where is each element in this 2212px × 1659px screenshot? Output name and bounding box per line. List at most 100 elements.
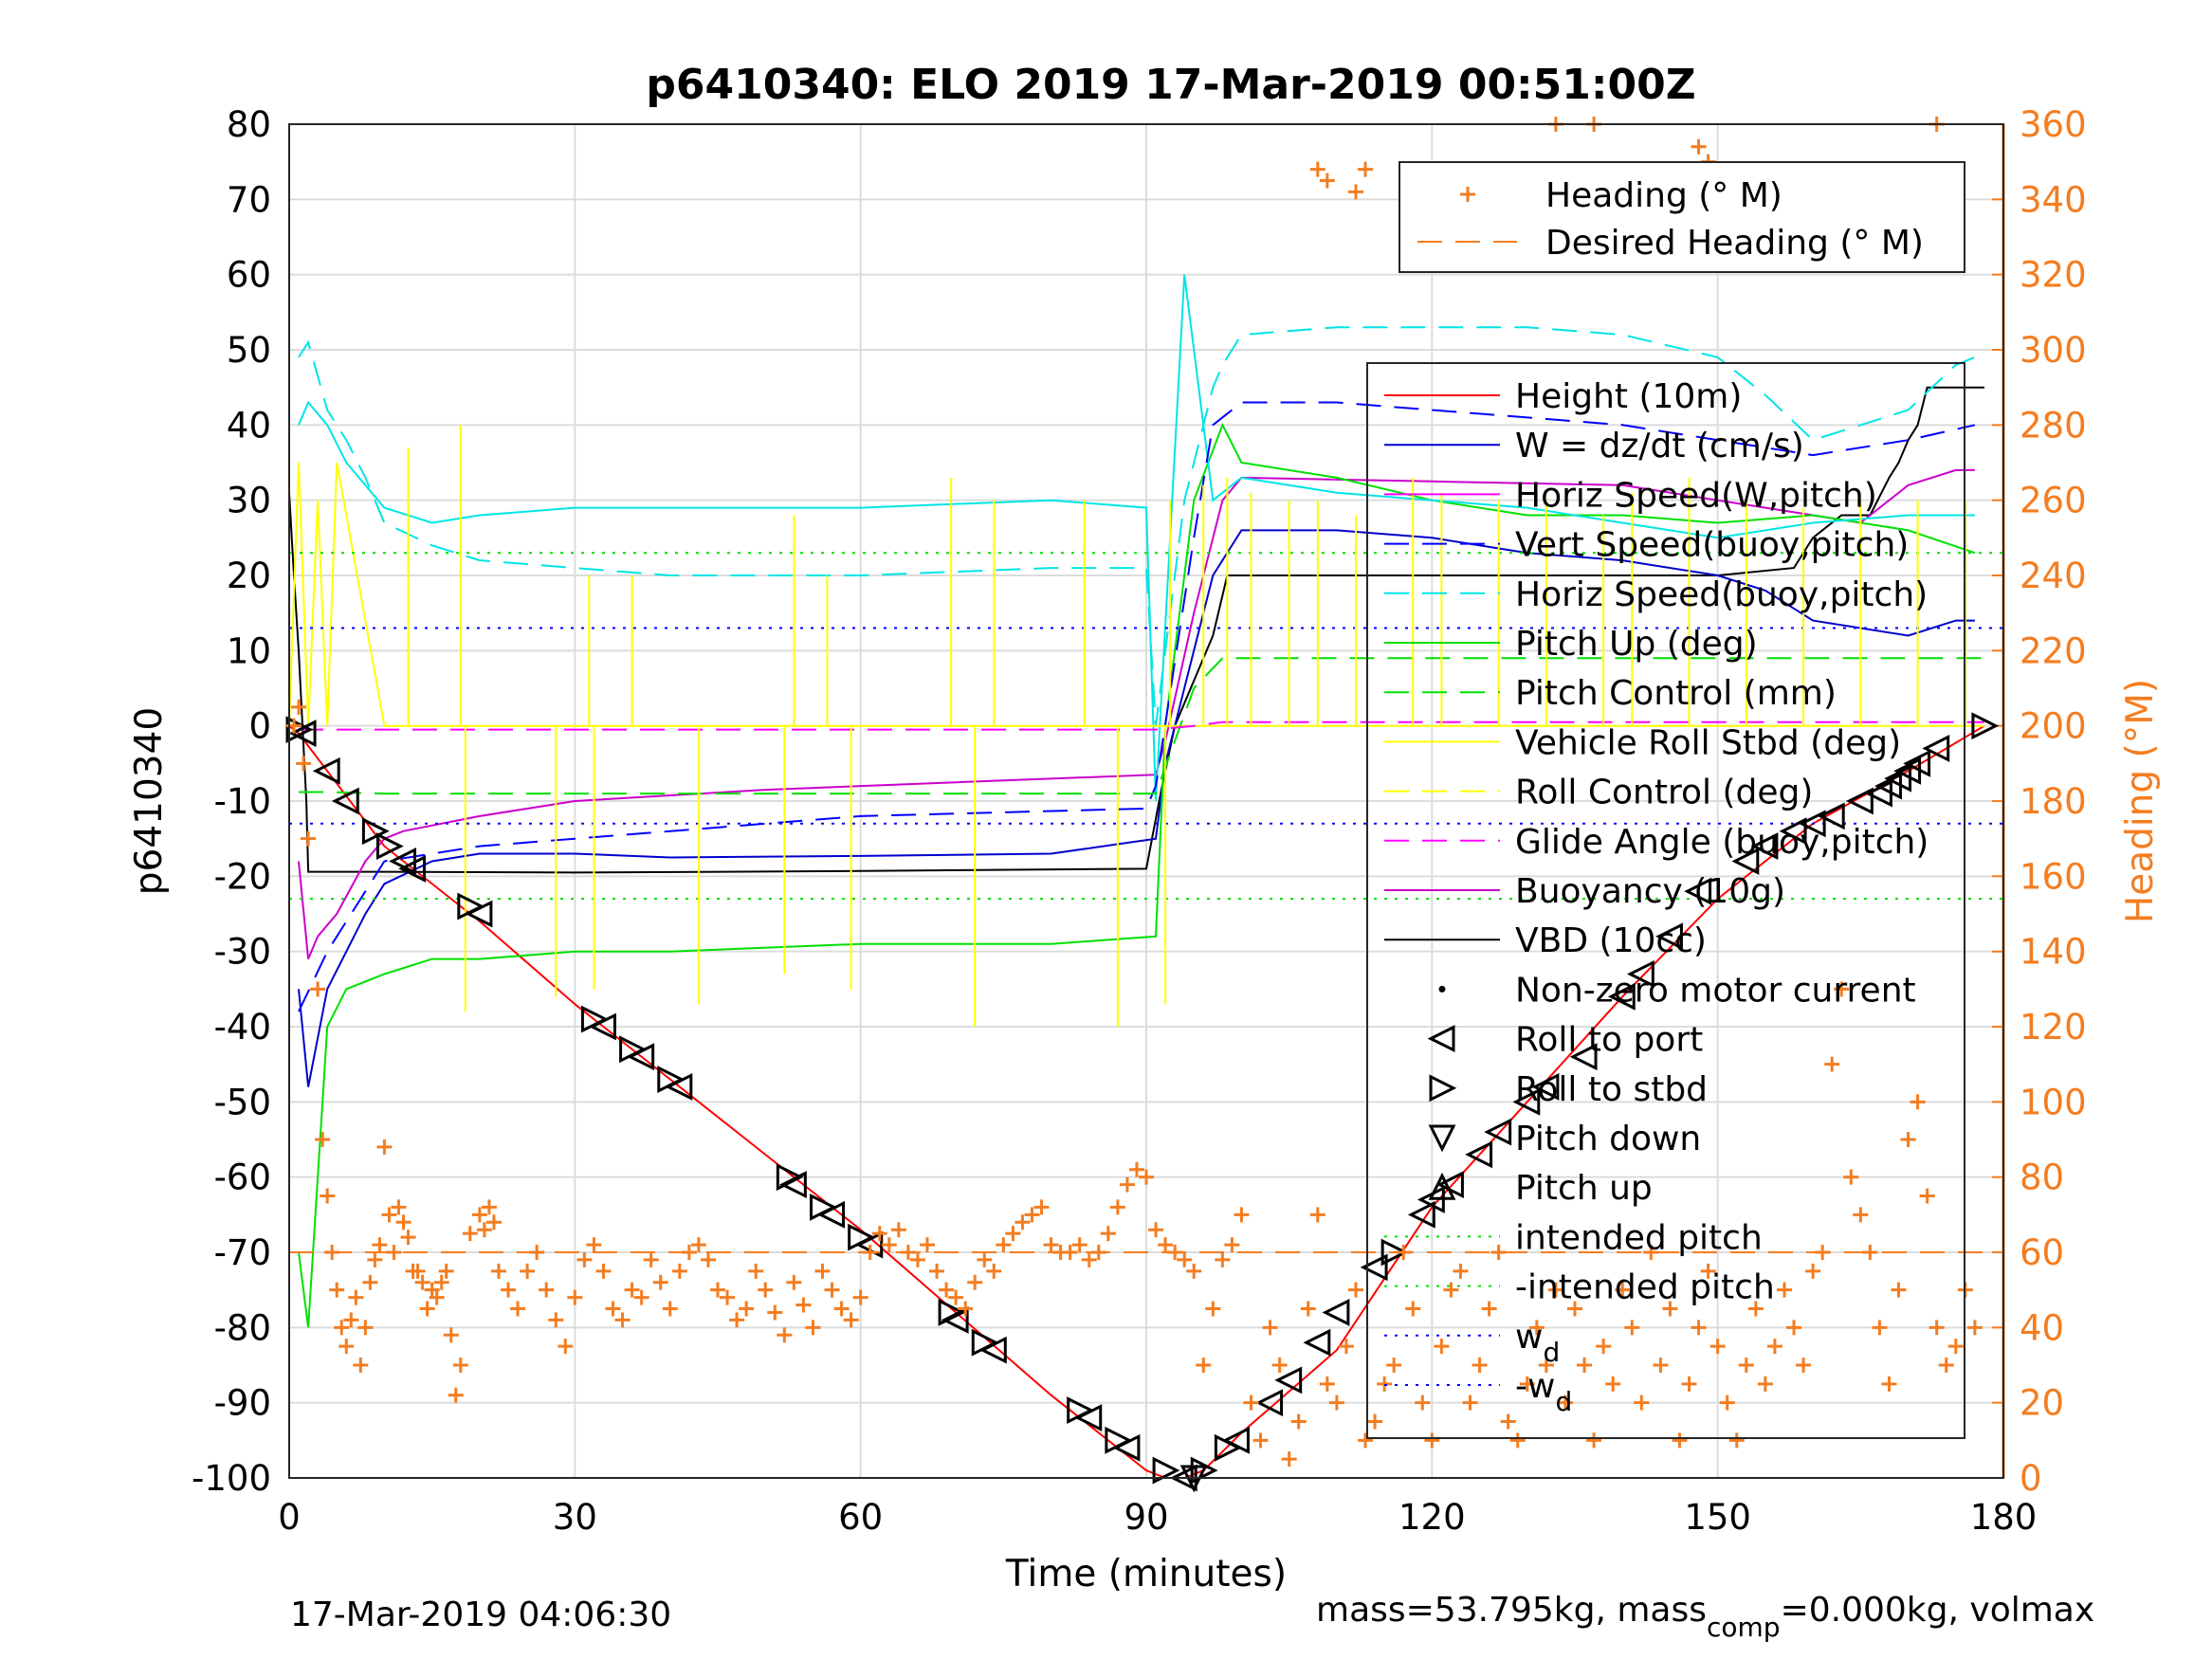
heading-point — [353, 1358, 369, 1373]
heading-point — [1396, 1245, 1412, 1260]
roll-marker — [398, 854, 427, 883]
heading-point — [1672, 1432, 1688, 1449]
heading-point — [739, 1301, 755, 1317]
heading-point — [862, 1245, 878, 1260]
heading-point — [1358, 1432, 1374, 1449]
series-line-10 — [299, 720, 1984, 731]
heading-point — [1290, 1413, 1307, 1430]
heading-point — [1358, 161, 1374, 177]
heading-point — [1319, 1376, 1335, 1392]
y-right-tick-label: 240 — [2020, 556, 2087, 596]
roll-marker — [1190, 1456, 1218, 1485]
heading-point — [1700, 1263, 1716, 1279]
y-right-tick-label: 160 — [2020, 856, 2087, 897]
footer-mass-post: =0.000kg, volmax — [1781, 1591, 2095, 1630]
heading-point — [1196, 1358, 1212, 1373]
heading-point — [529, 1245, 545, 1260]
series-line-0 — [288, 724, 1985, 1479]
y-right-tick-label: 320 — [2020, 255, 2087, 296]
heading-point — [633, 1289, 649, 1305]
heading-point — [767, 1304, 783, 1321]
y-right-tick-label: 80 — [2020, 1158, 2064, 1198]
heading-point — [462, 1226, 478, 1242]
heading-point — [1900, 1132, 1916, 1147]
roll-marker — [1222, 1426, 1250, 1454]
legend-swatch — [1428, 1124, 1456, 1153]
heading-point — [381, 1207, 397, 1223]
legend-label: Vehicle Roll Stbd (deg) — [1515, 723, 1901, 762]
series-line-4 — [298, 422, 1976, 1328]
heading-point — [1586, 1432, 1602, 1449]
y-right-tick-label: 260 — [2020, 481, 2087, 521]
roll-marker — [1971, 712, 2000, 740]
heading-point — [1766, 1339, 1782, 1355]
series-line-7 — [298, 401, 1976, 1012]
heading-point — [929, 1263, 945, 1279]
heading-point — [586, 1237, 602, 1253]
heading-point — [357, 1320, 374, 1336]
heading-point — [429, 1289, 445, 1305]
heading-point — [481, 1199, 497, 1215]
heading-point — [1805, 1263, 1821, 1279]
heading-point — [814, 1263, 831, 1279]
legend-label: -intended pitch — [1515, 1268, 1775, 1307]
heading-point — [362, 1274, 378, 1290]
heading-point — [1643, 1245, 1659, 1260]
heading-point — [567, 1289, 583, 1305]
legend-top: Heading (° M) Desired Heading (° M) — [1398, 161, 1965, 273]
y-axis-label: p6410340 — [128, 707, 171, 895]
heading-point — [433, 1274, 449, 1290]
roll-marker — [1074, 1404, 1103, 1431]
roll-marker — [1380, 1238, 1409, 1267]
heading-point — [710, 1282, 725, 1298]
heading-point — [438, 1263, 454, 1279]
heading-point — [1815, 1245, 1831, 1260]
legend-label: Buoyancy (10g) — [1515, 872, 1785, 911]
heading-point — [748, 1263, 764, 1279]
roll-marker — [331, 787, 359, 815]
heading-point — [338, 1339, 355, 1355]
y-tick-label: 50 — [227, 330, 271, 371]
heading-point — [1205, 1301, 1221, 1317]
roll-marker — [1731, 848, 1760, 875]
legend-label: Non-zero motor current — [1515, 971, 1916, 1010]
heading-point — [1090, 1245, 1106, 1260]
roll-marker — [1255, 1389, 1284, 1417]
heading-point — [576, 1251, 593, 1267]
roll-marker — [465, 900, 493, 928]
roll-marker — [817, 1200, 846, 1229]
heading-point — [1405, 1301, 1421, 1317]
heading-point — [296, 756, 312, 772]
y-right-tick-label: 360 — [2020, 104, 2087, 145]
heading-point — [958, 1301, 974, 1317]
heading-point — [539, 1282, 555, 1298]
heading-point — [1215, 1251, 1231, 1267]
heading-point — [1853, 1207, 1869, 1223]
roll-marker — [1798, 810, 1826, 838]
y-tick-label: 30 — [227, 481, 271, 521]
heading-point — [1747, 1301, 1764, 1317]
heading-point — [1281, 1451, 1297, 1468]
heading-point — [624, 1282, 640, 1298]
heading-point — [1577, 1358, 1593, 1373]
roll-marker — [1922, 735, 1950, 762]
heading-point — [681, 1245, 697, 1260]
heading-point — [1224, 1237, 1240, 1253]
roll-marker — [361, 817, 390, 846]
heading-point — [1519, 1376, 1535, 1392]
heading-point — [1328, 1395, 1344, 1411]
roll-marker — [1779, 817, 1807, 846]
heading-point — [614, 1312, 631, 1328]
roll-marker — [1845, 787, 1874, 815]
heading-point — [1119, 1176, 1135, 1193]
heading-point — [900, 1245, 916, 1260]
roll-marker — [1152, 1456, 1180, 1485]
heading-point — [1386, 1358, 1402, 1373]
heading-point — [1862, 1245, 1878, 1260]
heading-point — [671, 1263, 687, 1279]
heading-point — [1691, 1320, 1707, 1336]
heading-point — [1653, 1358, 1669, 1373]
heading-point — [476, 1222, 492, 1238]
heading-point — [1338, 1339, 1354, 1355]
heading-point — [1881, 1376, 1897, 1392]
